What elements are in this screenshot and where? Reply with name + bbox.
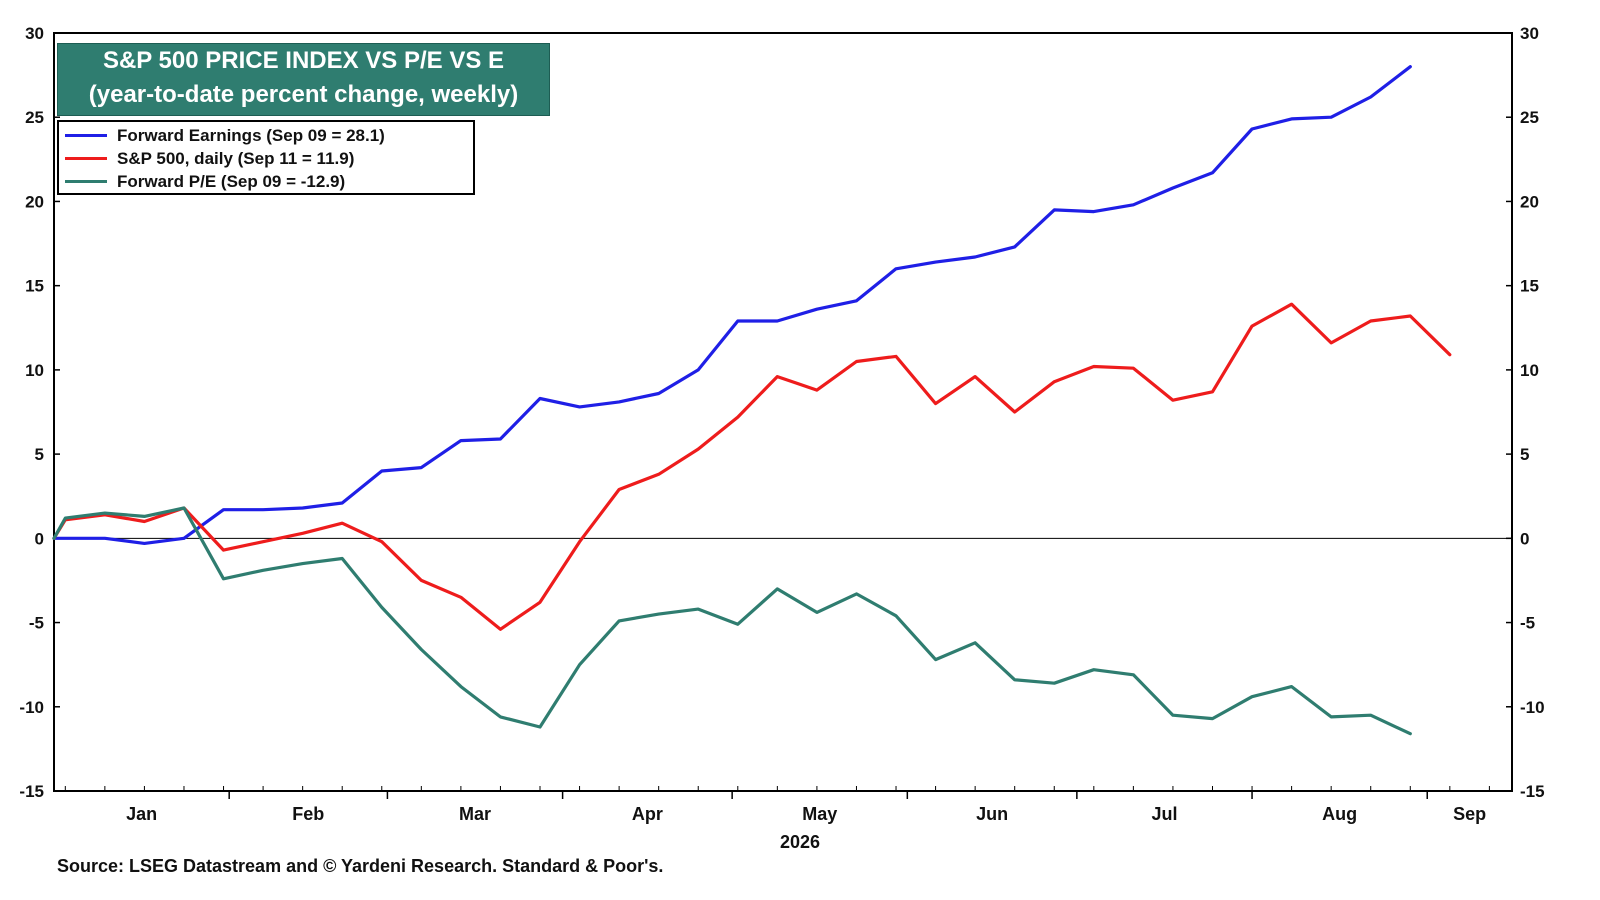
y-tick-label-left: -10 [19, 698, 44, 717]
y-tick-label-left: -15 [19, 782, 44, 801]
chart-subtitle: (year-to-date percent change, weekly) [88, 81, 519, 108]
y-tick-label-right: -15 [1520, 782, 1545, 801]
y-tick-label-left: 20 [25, 192, 44, 211]
y-tick-label-right: -5 [1520, 614, 1535, 633]
y-tick-label-right: 30 [1520, 24, 1539, 43]
chart-title-box: S&P 500 PRICE INDEX VS P/E VS E (year-to… [57, 43, 550, 116]
y-tick-label-left: 25 [25, 108, 44, 127]
month-label-sep: Sep [1453, 804, 1486, 824]
y-tick-label-left: 0 [35, 529, 44, 548]
y-tick-label-right: 5 [1520, 445, 1529, 464]
series-line-0 [52, 65, 1412, 545]
series-lines [52, 65, 1452, 736]
legend-item-sp500: S&P 500, daily (Sep 11 = 11.9) [65, 147, 467, 170]
series-line-1 [52, 302, 1452, 631]
month-label-apr: Apr [632, 804, 663, 824]
month-label-feb: Feb [292, 804, 324, 824]
legend-swatch-sp500 [65, 157, 107, 160]
y-tick-label-right: 0 [1520, 529, 1529, 548]
legend-item-forward-pe: Forward P/E (Sep 09 = -12.9) [65, 170, 467, 193]
y-tick-label-left: 30 [25, 24, 44, 43]
y-tick-label-left: 10 [25, 361, 44, 380]
month-label-jul: Jul [1151, 804, 1177, 824]
month-label-may: May [802, 804, 837, 824]
y-tick-label-right: 25 [1520, 108, 1539, 127]
legend: Forward Earnings (Sep 09 = 28.1) S&P 500… [57, 120, 475, 195]
legend-item-forward-earnings: Forward Earnings (Sep 09 = 28.1) [65, 124, 467, 147]
y-tick-label-right: 20 [1520, 192, 1539, 211]
month-label-jan: Jan [126, 804, 157, 824]
x-axis-year-label: 2026 [780, 832, 820, 852]
y-tick-label-right: 15 [1520, 277, 1539, 296]
legend-swatch-forward-earnings [65, 134, 107, 137]
y-tick-label-left: -5 [29, 614, 44, 633]
chart-title: S&P 500 PRICE INDEX VS P/E VS E [102, 47, 505, 74]
legend-label-sp500: S&P 500, daily (Sep 11 = 11.9) [117, 148, 355, 168]
y-tick-label-right: 10 [1520, 361, 1539, 380]
y-tick-label-left: 15 [25, 277, 44, 296]
legend-swatch-forward-pe [65, 180, 107, 183]
series-line-2 [52, 506, 1412, 736]
legend-label-forward-earnings: Forward Earnings (Sep 09 = 28.1) [117, 125, 385, 145]
legend-label-forward-pe: Forward P/E (Sep 09 = -12.9) [117, 171, 346, 191]
axes: -15 -15 -10 -10 -5 -5 0 0 5 5 10 10 15 15 20 20 25 25 30 30… [19, 24, 1544, 824]
y-tick-label-left: 5 [35, 445, 44, 464]
y-tick-label-right: -10 [1520, 698, 1545, 717]
plot-frame [53, 32, 1513, 792]
month-label-mar: Mar [459, 804, 491, 824]
month-label-aug: Aug [1322, 804, 1357, 824]
source-note: Source: LSEG Datastream and © Yardeni Re… [57, 856, 664, 876]
month-label-jun: Jun [976, 804, 1008, 824]
